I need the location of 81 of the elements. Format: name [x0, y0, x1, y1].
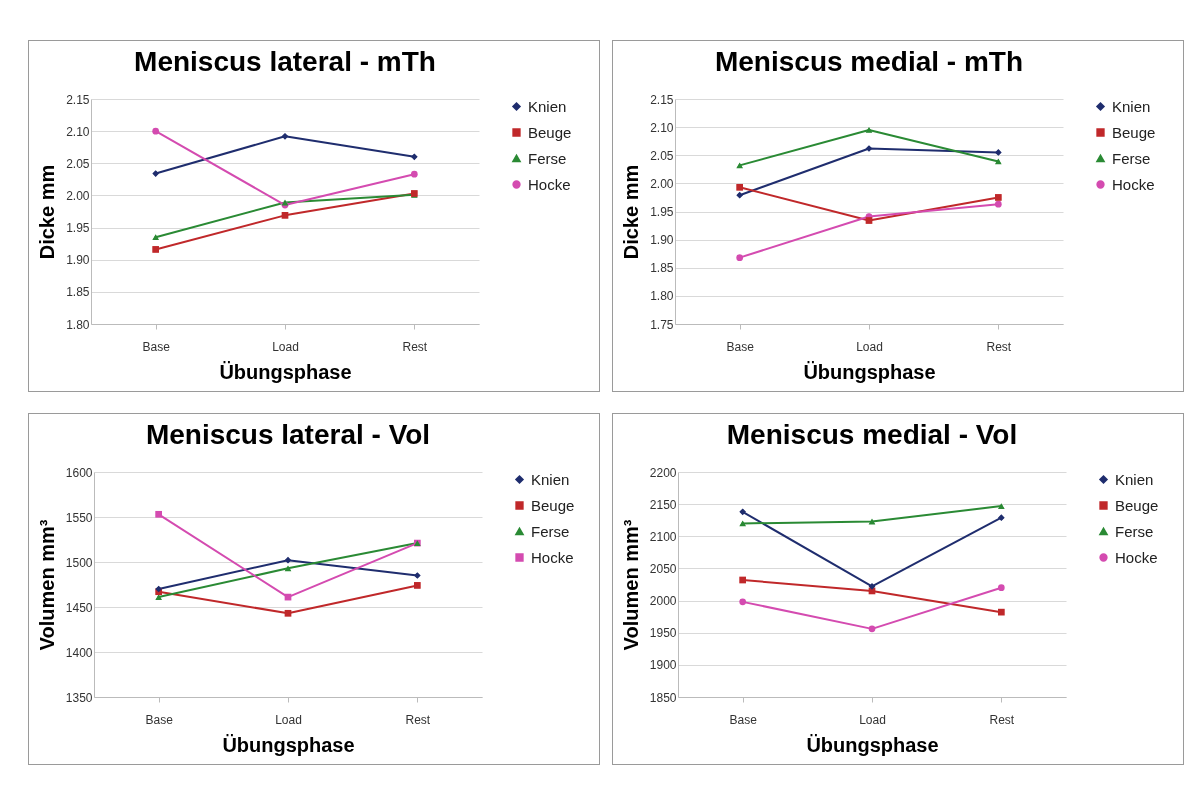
point [413, 572, 421, 579]
y-tick-label: 1.85 [650, 261, 674, 276]
point [994, 149, 1002, 156]
chart-title: Meniscus lateral - mTh [134, 46, 436, 77]
point [997, 503, 1005, 509]
y-tick-label: 1.95 [650, 205, 674, 219]
y-axis-title: Volumen mm³ [35, 519, 58, 651]
y-tick-label: 1400 [65, 645, 93, 660]
point [997, 514, 1005, 521]
y-tick-label: 1.95 [66, 221, 90, 236]
legend-label: Hocke [528, 175, 571, 193]
y-tick-label: 1850 [649, 690, 677, 705]
legend-label: Ferse [528, 149, 567, 167]
x-tick-label: Rest [402, 339, 428, 354]
y-tick-label: 1550 [65, 510, 93, 525]
x-tick-label: Base [145, 712, 174, 727]
legend-label: Hocke [1112, 175, 1155, 193]
chart-title: Meniscus lateral - Vol [145, 419, 431, 450]
legend-label: Beuge [1115, 496, 1159, 514]
legend-label: Hocke [1115, 548, 1158, 566]
y-tick-label: 1450 [65, 600, 93, 615]
x-tick-label: Base [729, 712, 758, 727]
y-tick-label: 1.85 [66, 285, 90, 300]
x-axis-title: Übungsphase [222, 733, 355, 756]
y-tick-label: 1.80 [650, 289, 674, 304]
y-axis-title: Dicke mm [36, 164, 59, 260]
y-tick-label: 2.00 [66, 188, 90, 203]
chart-title: Meniscus medial - Vol [726, 419, 1018, 450]
legend-label: Beuge [528, 123, 572, 141]
x-tick-label: Base [726, 339, 755, 354]
y-axis-title: Volumen mm³ [619, 519, 642, 651]
y-tick-label: 1500 [65, 555, 93, 570]
y-tick-label: 2.15 [66, 92, 90, 107]
x-axis-title: Übungsphase [803, 360, 936, 383]
legend-label: Beuge [531, 496, 575, 514]
legend-label: Hocke [531, 548, 574, 566]
x-tick-label: Base [142, 339, 171, 354]
legend-label: Ferse [1112, 149, 1151, 167]
y-tick-label: 2.10 [66, 124, 90, 139]
x-axis-title: Übungsphase [806, 733, 939, 756]
y-tick-label: 2.15 [650, 92, 674, 107]
y-tick-label: 2150 [649, 497, 677, 512]
y-tick-label: 2.10 [650, 120, 674, 135]
y-tick-label: 2.00 [650, 176, 674, 191]
point [413, 582, 421, 589]
point [736, 254, 744, 261]
legend-label: Knien [528, 97, 567, 115]
legend-label: Knien [531, 470, 570, 488]
y-tick-label: 2.05 [650, 148, 674, 163]
legend-label: Knien [1112, 97, 1151, 115]
y-tick-label: 2050 [649, 561, 677, 576]
y-tick-label: 1350 [65, 690, 93, 705]
legend-label: Ferse [1115, 522, 1154, 540]
point [155, 594, 163, 600]
x-axis-title: Übungsphase [219, 360, 352, 383]
x-tick-label: Rest [405, 712, 431, 727]
y-tick-label: 1.75 [650, 317, 674, 332]
y-tick-label: 2.05 [66, 156, 90, 171]
y-tick-label: 2000 [649, 594, 677, 609]
y-tick-label: 1950 [649, 626, 677, 641]
y-tick-label: 1.90 [650, 233, 674, 248]
chart-title: Meniscus medial - mTh [714, 46, 1024, 77]
y-tick-label: 1.80 [66, 317, 90, 332]
x-tick-label: Load [859, 712, 886, 727]
x-tick-label: Load [272, 339, 299, 354]
y-tick-label: 1600 [65, 465, 93, 480]
point [152, 246, 160, 253]
legend-label: Beuge [1112, 123, 1156, 141]
y-tick-label: 1.90 [66, 253, 90, 268]
x-tick-label: Rest [989, 712, 1015, 727]
x-tick-label: Load [856, 339, 883, 354]
x-tick-label: Rest [986, 339, 1012, 354]
y-tick-label: 2200 [649, 465, 677, 480]
x-tick-label: Load [275, 712, 302, 727]
y-tick-label: 1900 [649, 658, 677, 673]
point [152, 170, 160, 177]
legend-label: Knien [1115, 470, 1154, 488]
legend-label: Ferse [531, 522, 570, 540]
y-axis-title: Dicke mm [620, 164, 643, 260]
point [994, 194, 1002, 201]
y-tick-label: 2100 [649, 529, 677, 544]
